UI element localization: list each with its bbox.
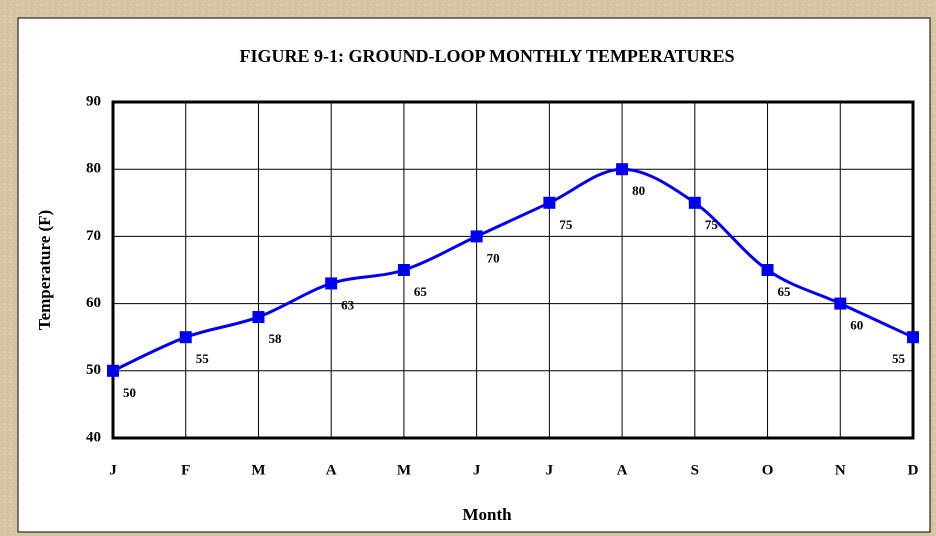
y-tick-label: 90 <box>86 93 101 109</box>
marker <box>834 297 847 310</box>
data-label: 75 <box>559 217 573 232</box>
y-tick-label: 60 <box>86 295 101 311</box>
data-label: 58 <box>268 331 282 346</box>
data-label: 65 <box>778 284 792 299</box>
x-axis-label: Month <box>462 505 512 524</box>
marker <box>397 264 410 276</box>
chart-title: FIGURE 9-1: GROUND-LOOP MONTHLY TEMPERAT… <box>239 46 734 66</box>
y-tick-label: 80 <box>86 161 101 177</box>
x-tick-label: M <box>397 462 411 478</box>
x-tick-label: A <box>617 462 628 478</box>
x-tick-label: J <box>546 462 554 478</box>
data-label: 55 <box>892 351 906 366</box>
marker <box>179 331 192 344</box>
data-label: 70 <box>487 250 500 265</box>
x-tick-label: S <box>691 462 699 478</box>
marker <box>470 230 483 243</box>
y-tick-label: 40 <box>86 429 101 445</box>
x-tick-label: A <box>326 462 337 478</box>
x-tick-label: D <box>908 462 919 478</box>
marker <box>907 331 919 344</box>
marker <box>688 196 701 209</box>
panel <box>17 17 931 533</box>
x-tick-label: M <box>251 462 265 478</box>
x-tick-label: F <box>181 462 190 478</box>
data-label: 63 <box>341 297 355 312</box>
data-label: 80 <box>632 183 645 198</box>
data-label: 65 <box>414 284 428 299</box>
marker <box>543 196 556 209</box>
marker <box>325 277 338 290</box>
data-label: 60 <box>850 318 863 333</box>
marker <box>616 163 629 176</box>
data-label: 55 <box>196 351 210 366</box>
x-tick-label: O <box>762 462 774 478</box>
marker <box>252 311 265 324</box>
marker <box>761 264 774 276</box>
x-tick-label: J <box>473 462 481 478</box>
plot-frame <box>111 100 915 440</box>
x-tick-label: N <box>835 462 846 478</box>
y-tick-label: 70 <box>86 228 101 244</box>
marker <box>107 364 119 377</box>
y-tick-label: 50 <box>86 362 101 378</box>
data-label: 50 <box>123 385 136 400</box>
x-tick-label: J <box>109 462 117 478</box>
data-label: 75 <box>705 217 719 232</box>
y-axis-label: Temperature (F) <box>35 210 54 330</box>
